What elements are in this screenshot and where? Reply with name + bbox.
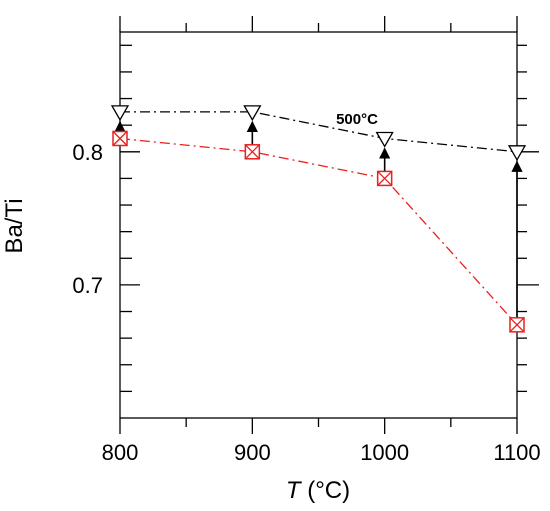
data-point	[112, 130, 128, 147]
marker-cross	[112, 131, 128, 146]
x-axis-label: T (°C)	[286, 477, 350, 504]
x-tick-label: 900	[234, 440, 271, 465]
data-point	[110, 105, 130, 122]
marker-cross	[377, 170, 393, 186]
y-tick-label: 0.8	[72, 140, 103, 165]
series-markers	[110, 105, 527, 333]
x-tick-label: 1100	[493, 440, 540, 465]
plot-frame	[119, 31, 518, 419]
x-tick-label: 1000	[360, 440, 409, 465]
marker-cross	[509, 317, 525, 333]
tick-labels: 800 900 1000 1100 0.7 0.8	[72, 140, 540, 465]
data-point	[507, 145, 527, 162]
series-lines	[119, 111, 518, 326]
data-point	[243, 105, 262, 122]
series-line	[119, 137, 518, 326]
data-point	[509, 317, 525, 333]
series-line	[120, 111, 518, 153]
data-point	[376, 170, 393, 187]
axis-ticks	[119, 16, 539, 434]
marker-cross	[244, 144, 260, 160]
y-axis-label: Ba/Ti	[1, 198, 28, 253]
arrows	[114, 120, 523, 318]
y-tick-label: 0.7	[72, 273, 103, 298]
x-tick-label: 800	[102, 440, 139, 465]
annotation-500c: 500°C	[336, 111, 378, 128]
data-point	[375, 131, 394, 148]
data-point	[244, 144, 261, 160]
